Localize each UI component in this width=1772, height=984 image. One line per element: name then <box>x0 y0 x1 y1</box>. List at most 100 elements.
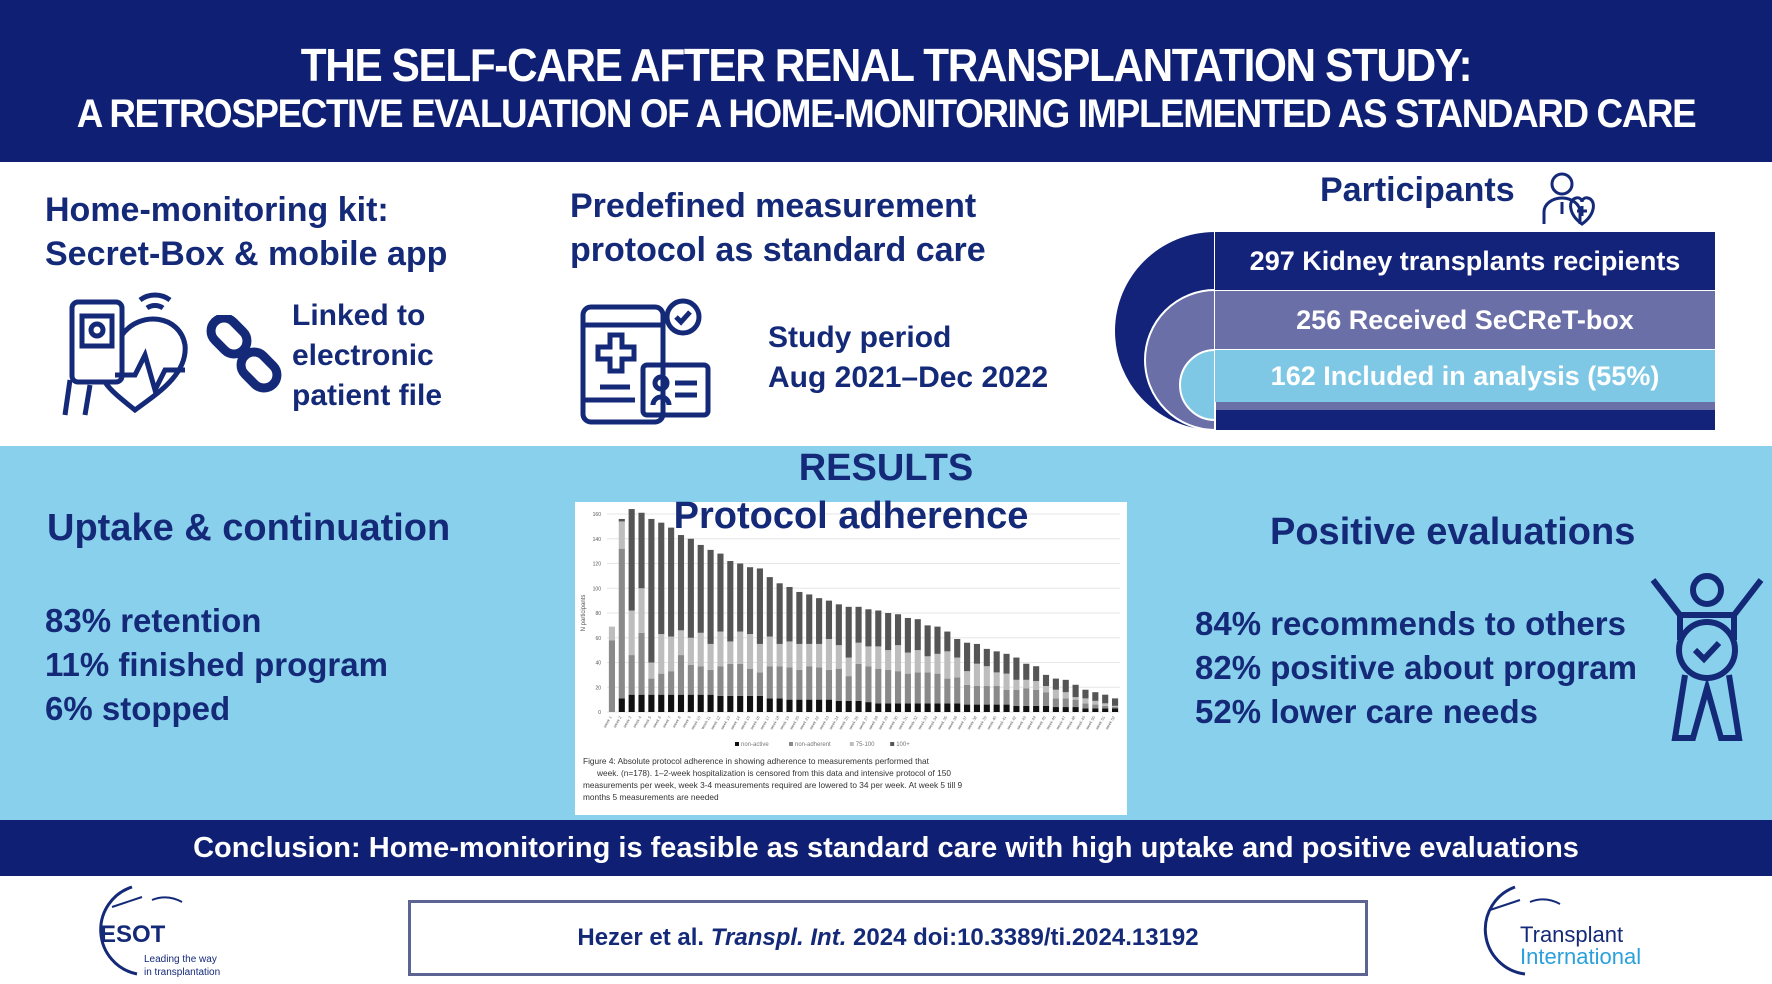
bar-segment-non-adherent <box>934 673 941 704</box>
x-tick-label: week 9 <box>681 714 692 728</box>
bar-segment-100+ <box>914 619 921 651</box>
bar-segment-75-100 <box>1023 679 1030 689</box>
bar-segment-100+ <box>1052 678 1059 690</box>
bar-segment-non-active <box>677 694 685 712</box>
adherence-title: Protocol adherence <box>673 495 1029 537</box>
adherence-chart-svg: 0 20 40 60 80 100 120 140 160 N participants week … <box>581 509 1120 802</box>
bar-segment-75-100 <box>618 521 625 549</box>
y-tick-label: 0 <box>598 710 601 716</box>
bar-segment-non-adherent <box>638 632 645 695</box>
bar-segment-non-active <box>638 694 645 712</box>
bar-segment-100+ <box>845 606 852 658</box>
bar-segment-100+ <box>618 518 625 522</box>
bar-segment-non-adherent <box>806 666 813 700</box>
bar-segment-non-active <box>835 700 842 712</box>
bar-segment-100+ <box>776 583 783 644</box>
bar-segment-non-adherent <box>668 671 675 695</box>
bar-segment-non-adherent <box>737 663 744 696</box>
bar-segment-75-100 <box>855 642 862 664</box>
bar-segment-75-100 <box>845 657 852 677</box>
citation-journal: Transpl. Int. <box>710 924 847 951</box>
bar-segment-non-adherent <box>1072 699 1079 708</box>
protocol-title-line-2: protocol as standard care <box>570 231 986 269</box>
bar-segment-75-100 <box>1013 679 1020 690</box>
linked-line-2: electronic <box>292 339 434 372</box>
bar-segment-non-active <box>737 695 744 712</box>
bar-segment-non-adherent <box>1112 707 1119 709</box>
y-tick-label: 100 <box>593 586 602 592</box>
esot-name: ESOT <box>100 921 166 948</box>
bar-segment-100+ <box>944 631 951 652</box>
esot-tagline-1: Leading the way <box>144 954 217 965</box>
adherence-chart: 0 20 40 60 80 100 120 140 160 N participants week … <box>575 502 1127 815</box>
bar-segment-non-active <box>746 695 754 712</box>
bar-segment-75-100 <box>1112 705 1119 708</box>
bar-segment-non-adherent <box>904 673 911 704</box>
link-chain-icon <box>206 315 282 393</box>
results-title: RESULTS <box>798 447 974 489</box>
bar-segment-non-adherent <box>776 666 783 699</box>
bar-segment-100+ <box>964 642 971 672</box>
esot-logo: ESOT Leading the way in transplantation <box>99 885 220 978</box>
bar-segment-non-active <box>904 703 911 712</box>
bar-segment-100+ <box>934 626 941 654</box>
bar-segment-75-100 <box>835 645 842 669</box>
phone-heart-icon <box>62 292 188 416</box>
bar-segment-non-active <box>658 694 665 712</box>
x-tick-label: week 1 <box>602 714 613 728</box>
bar-segment-non-active <box>1082 708 1089 712</box>
bar-segment-non-active <box>954 703 961 712</box>
bar-segment-100+ <box>756 568 763 644</box>
bar-segment-75-100 <box>776 643 783 667</box>
bar-segment-non-active <box>668 694 675 712</box>
title-line-1: THE SELF-CARE AFTER RENAL TRANSPLANTATIO… <box>300 39 1473 91</box>
bar-segment-75-100 <box>934 653 941 674</box>
bar-segment-non-active <box>875 703 882 712</box>
linked-line-1: Linked to <box>292 299 426 332</box>
bar-segment-non-adherent <box>658 673 665 695</box>
bar-segment-75-100 <box>885 650 892 670</box>
legend-label: 75-100 <box>856 742 875 748</box>
bar-segment-non-active <box>885 703 892 712</box>
bar-segment-non-active <box>944 703 951 712</box>
bar-segment-non-adherent <box>717 666 724 696</box>
bar-segment-100+ <box>924 625 931 657</box>
figure-caption-line: week. (n=178). 1–2-week hospitalization … <box>596 768 951 778</box>
ti-line-2: International <box>1520 944 1641 969</box>
bar-segment-75-100 <box>1072 697 1079 700</box>
bar-segment-non-adherent <box>983 686 990 705</box>
legend-label: non-active <box>741 742 769 748</box>
bar-segment-non-active <box>894 703 902 712</box>
bar-segment-non-active <box>1092 708 1099 712</box>
bar-segment-non-adherent <box>825 669 833 700</box>
bar-segment-non-adherent <box>885 669 892 704</box>
bar-segment-100+ <box>707 549 714 644</box>
bar-segment-75-100 <box>914 650 921 673</box>
x-tick-label: week 52 <box>1104 714 1116 730</box>
bar-segment-non-adherent <box>954 677 961 704</box>
bar-segment-non-active <box>717 695 724 712</box>
y-tick-label: 60 <box>595 636 601 642</box>
bar-segment-75-100 <box>894 645 902 672</box>
legend-swatch <box>890 742 895 746</box>
bar-segment-non-adherent <box>628 655 635 695</box>
y-tick-label: 20 <box>595 685 601 691</box>
funnel-row-included: 162 Included in analysis (55%) <box>1215 350 1715 402</box>
bar-segment-non-active <box>707 694 714 712</box>
bar-segment-non-active <box>1042 705 1050 712</box>
legend-label: non-adherent <box>795 742 831 748</box>
bar-segment-non-active <box>1062 707 1069 712</box>
bar-segment-75-100 <box>766 636 773 667</box>
bar-segment-100+ <box>825 600 833 639</box>
bar-segment-non-adherent <box>1042 692 1050 706</box>
linked-text: Linked to electronic patient file <box>292 296 442 416</box>
bar-segment-non-active <box>648 694 655 712</box>
bar-segment-non-active <box>1023 705 1030 712</box>
bar-segment-75-100 <box>825 638 833 670</box>
citation-doi[interactable]: 2024 doi:10.3389/ti.2024.13192 <box>853 924 1199 951</box>
title-banner: THE SELF-CARE AFTER RENAL TRANSPLANTATIO… <box>0 0 1772 162</box>
bar-segment-75-100 <box>648 662 655 679</box>
bar-segment-75-100 <box>638 588 645 633</box>
uptake-item: 11% finished program <box>45 646 388 683</box>
bar-segment-non-adherent <box>796 669 803 700</box>
